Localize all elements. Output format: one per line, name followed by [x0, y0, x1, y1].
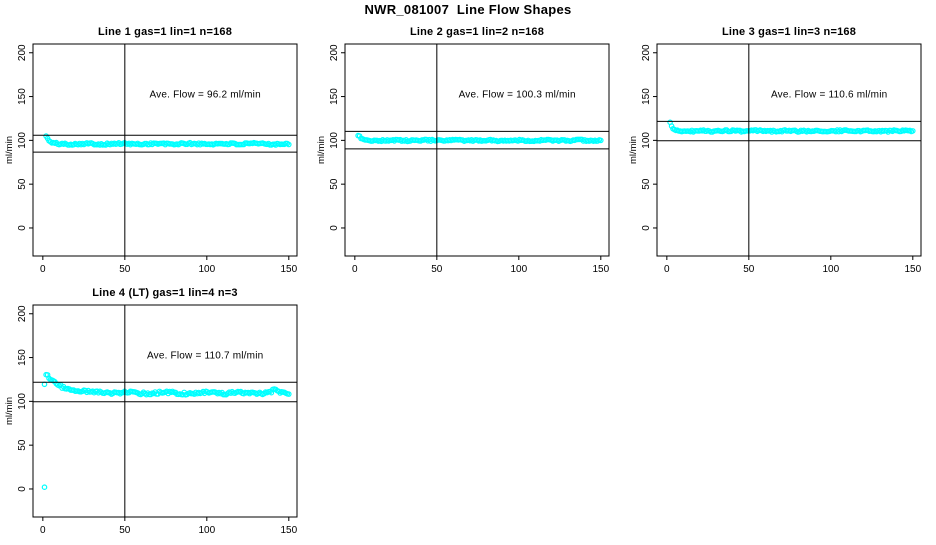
y-tick-label: 150 [17, 88, 28, 105]
x-tick-label: 100 [198, 525, 215, 536]
ave-flow-annotation: Ave. Flow = 96.2 ml/min [149, 89, 260, 100]
panel-line-4: Line 4 (LT) gas=1 lin=4 n=3 0 50 100 150 0 50 1… [0, 279, 312, 540]
data-point [597, 137, 604, 144]
x-tick-label: 150 [280, 525, 297, 536]
outlier-point [41, 484, 48, 491]
y-axis: 0 50 100 150 200 [17, 305, 33, 492]
plot-box [32, 304, 298, 518]
scatter-points-line-1-flow [43, 133, 292, 148]
y-tick-label: 0 [329, 225, 340, 231]
chart-svg-line-4: Line 4 (LT) gas=1 lin=4 n=3 0 50 100 150 0 50 1… [4, 287, 298, 536]
reference-lines [657, 44, 921, 256]
reference-lines [33, 305, 297, 517]
x-tick-label: 0 [40, 264, 46, 275]
chart-svg-line-2: Line 2 gas=1 lin=2 n=168 0 50 100 150 0 50 100 1… [316, 26, 610, 275]
x-tick-label: 50 [119, 525, 131, 536]
x-tick-label: 150 [280, 264, 297, 275]
plot-box [656, 43, 922, 257]
y-tick-label: 200 [329, 44, 340, 61]
ave-flow-annotation: Ave. Flow = 100.3 ml/min [459, 89, 576, 100]
x-tick-label: 50 [743, 264, 755, 275]
y-axis: 0 50 100 150 200 [17, 44, 33, 231]
x-tick-label: 150 [592, 264, 609, 275]
panel-title: Line 1 gas=1 lin=1 n=168 [98, 26, 232, 38]
figure-title: NWR_081007 Line Flow Shapes [364, 2, 572, 17]
ave-flow-annotation: Ave. Flow = 110.7 ml/min [147, 350, 263, 361]
y-tick-label: 100 [329, 132, 340, 149]
reference-lines [33, 44, 297, 256]
y-axis-title: ml/min [316, 136, 327, 164]
chart-svg-line-1: Line 1 gas=1 lin=1 n=168 0 50 100 150 0 50 100 1… [4, 26, 298, 275]
reference-lines [345, 44, 609, 256]
x-axis: 0 50 100 150 [40, 256, 298, 275]
y-axis-title: ml/min [4, 136, 15, 164]
x-tick-label: 50 [119, 264, 131, 275]
y-axis-title: ml/min [628, 136, 639, 164]
panel-line-3: Line 3 gas=1 lin=3 n=168 0 50 100 150 0 50 100 1… [624, 18, 936, 279]
scatter-points-line-2-flow [355, 132, 604, 145]
scatter-points-line-3-flow [667, 119, 916, 135]
y-tick-label: 150 [17, 349, 28, 366]
panel-title: Line 3 gas=1 lin=3 n=168 [722, 26, 856, 38]
panel-line-2: Line 2 gas=1 lin=2 n=168 0 50 100 150 0 50 100 1… [312, 18, 624, 279]
x-axis: 0 50 100 150 [40, 517, 298, 536]
y-tick-label: 50 [17, 439, 28, 451]
scatter-points-line-4-flow [41, 371, 292, 491]
panel-title: Line 2 gas=1 lin=2 n=168 [410, 26, 544, 38]
y-tick-label: 200 [17, 44, 28, 61]
y-tick-label: 0 [17, 486, 28, 492]
panel-line-1: Line 1 gas=1 lin=1 n=168 0 50 100 150 0 50 100 1… [0, 18, 312, 279]
y-axis-title: ml/min [4, 397, 15, 425]
x-tick-label: 0 [352, 264, 358, 275]
data-point [909, 128, 916, 134]
x-tick-label: 100 [510, 264, 527, 275]
y-axis: 0 50 100 150 200 [329, 44, 345, 231]
y-tick-label: 200 [641, 44, 652, 61]
x-tick-label: 150 [904, 264, 921, 275]
y-tick-label: 0 [641, 225, 652, 231]
y-tick-label: 50 [641, 178, 652, 190]
x-tick-label: 100 [822, 264, 839, 275]
x-tick-label: 50 [431, 264, 443, 275]
chart-svg-line-3: Line 3 gas=1 lin=3 n=168 0 50 100 150 0 50 100 1… [628, 26, 922, 275]
plot-box [344, 43, 610, 257]
x-tick-label: 100 [198, 264, 215, 275]
y-tick-label: 150 [329, 88, 340, 105]
x-axis: 0 50 100 150 [352, 256, 610, 275]
y-tick-label: 50 [329, 178, 340, 190]
ave-flow-annotation: Ave. Flow = 110.6 ml/min [771, 89, 887, 100]
data-point [285, 391, 292, 397]
data-point [285, 141, 292, 148]
data-point [668, 123, 675, 129]
plot-box [32, 43, 298, 257]
y-tick-label: 100 [17, 132, 28, 149]
empty-cell-1 [312, 279, 624, 540]
y-tick-label: 100 [17, 393, 28, 410]
panel-grid: Line 1 gas=1 lin=1 n=168 0 50 100 150 0 50 100 1… [0, 18, 936, 540]
y-tick-label: 0 [17, 225, 28, 231]
panel-title: Line 4 (LT) gas=1 lin=4 n=3 [92, 287, 238, 299]
y-tick-label: 150 [641, 88, 652, 105]
y-axis: 0 50 100 150 200 [641, 44, 657, 231]
y-tick-label: 200 [17, 305, 28, 322]
y-tick-label: 50 [17, 178, 28, 190]
y-tick-label: 100 [641, 132, 652, 149]
x-axis: 0 50 100 150 [664, 256, 922, 275]
empty-cell-2 [624, 279, 936, 540]
x-tick-label: 0 [40, 525, 46, 536]
x-tick-label: 0 [664, 264, 670, 275]
